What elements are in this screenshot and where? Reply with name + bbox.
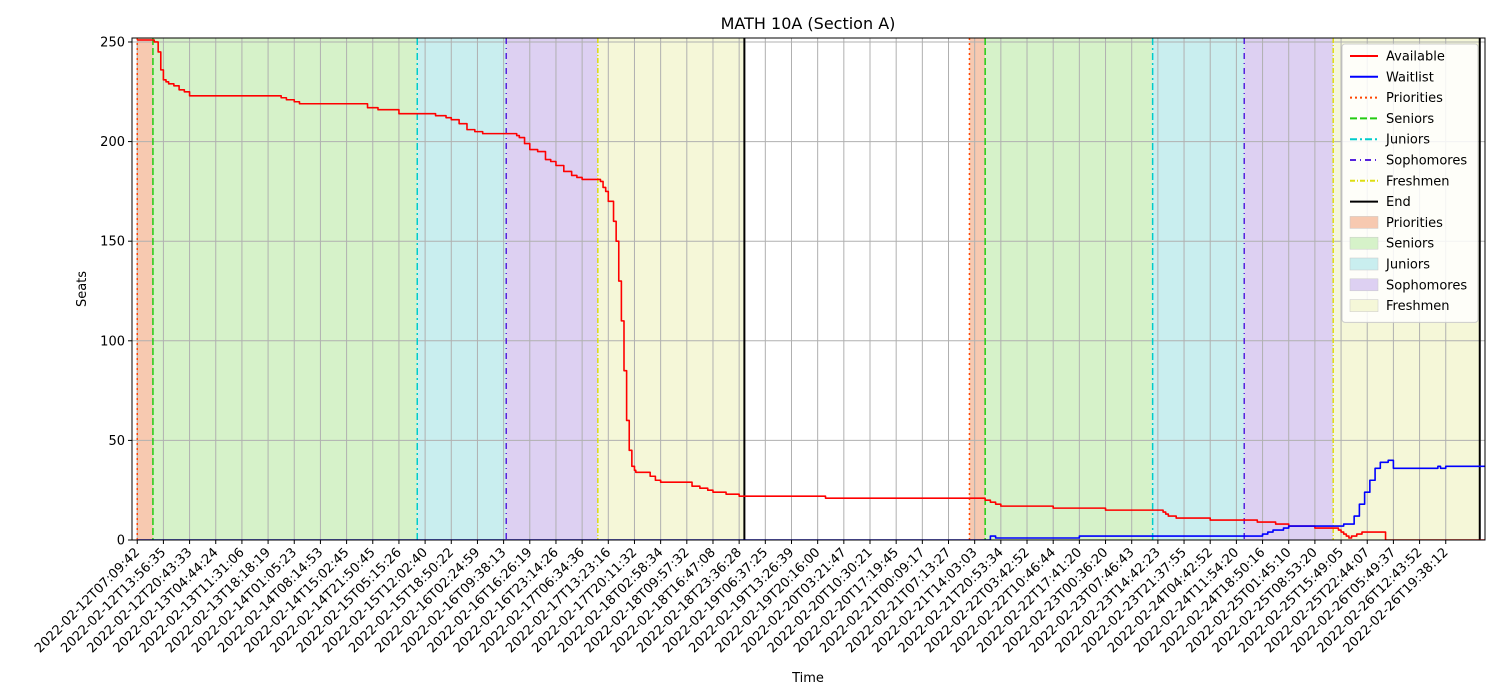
y-tick-label: 200 xyxy=(100,135,125,150)
legend-label: Sophomores xyxy=(1386,278,1467,293)
legend-label: Freshmen xyxy=(1386,299,1450,314)
legend-label: Seniors xyxy=(1386,237,1434,252)
y-tick-label: 0 xyxy=(117,534,125,549)
phase-band-priorities xyxy=(137,38,153,540)
y-tick-label: 150 xyxy=(100,235,125,250)
legend-swatch-patch xyxy=(1349,216,1379,229)
legend-swatch-patch xyxy=(1349,236,1379,250)
y-tick-label: 250 xyxy=(100,35,125,50)
legend-swatch-patch xyxy=(1349,257,1379,271)
y-tick-label: 100 xyxy=(100,334,125,349)
phase-band-priorities xyxy=(969,38,986,540)
legend-label: Juniors xyxy=(1385,258,1430,273)
legend-box xyxy=(1341,43,1479,323)
phase-lines xyxy=(136,38,1481,540)
legend-label: Waitlist xyxy=(1386,70,1434,85)
plot-area: 0 50 100 150 200 250 2022-02-12T07:09:422022-0… xyxy=(32,35,1486,656)
series-layer xyxy=(137,39,1485,540)
phase-band-juniors xyxy=(417,38,507,540)
legend: Available Waitlist Priorities Seniors Junior… xyxy=(1341,43,1479,323)
series-line-waitlist xyxy=(137,459,1485,540)
legend-label: Juniors xyxy=(1385,133,1430,148)
legend-swatch-patch xyxy=(1349,278,1379,292)
legend-label: End xyxy=(1386,195,1411,210)
plot-frame xyxy=(131,37,1486,541)
legend-label: Freshmen xyxy=(1386,174,1450,189)
x-axis-title: Time xyxy=(791,671,824,686)
legend-label: Priorities xyxy=(1386,91,1443,106)
phase-band-seniors xyxy=(152,38,418,540)
legend-label: Priorities xyxy=(1386,216,1443,231)
phase-band-freshmen xyxy=(597,38,745,540)
legend-label: Available xyxy=(1386,50,1445,65)
y-axis: 0 50 100 150 200 250 xyxy=(100,35,132,549)
legend-label: Sophomores xyxy=(1386,154,1467,169)
phase-band-sophomores xyxy=(506,38,598,540)
chart-title: MATH 10A (Section A) xyxy=(721,14,896,33)
series-line-available xyxy=(137,39,1485,540)
phase-band-juniors xyxy=(1152,38,1245,540)
y-tick-label: 50 xyxy=(108,434,125,449)
phase-band-seniors xyxy=(985,38,1153,540)
legend-label: Seniors xyxy=(1386,112,1434,127)
x-axis: 2022-02-12T07:09:422022-02-12T13:56:3520… xyxy=(32,540,1452,656)
phase-shading xyxy=(137,38,1480,540)
legend-swatch-patch xyxy=(1349,299,1379,312)
y-axis-title: Seats xyxy=(75,271,90,307)
